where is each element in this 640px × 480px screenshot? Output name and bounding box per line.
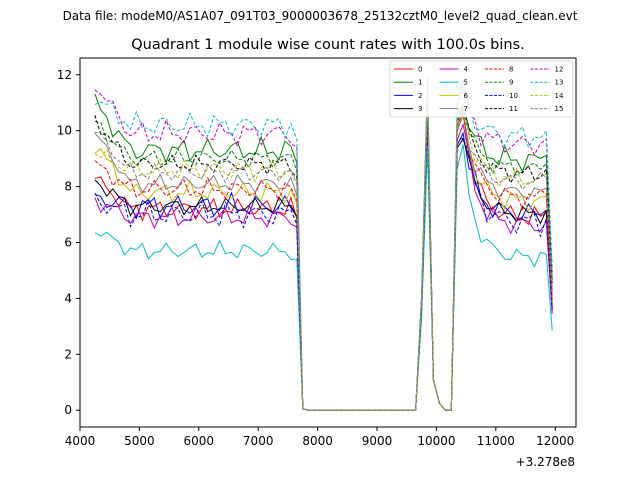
legend-label-6: 6 [464,92,469,100]
legend-label-9: 9 [509,79,513,87]
legend-label-4: 4 [464,66,469,74]
legend-label-0: 0 [418,66,422,74]
legend-label-14: 14 [555,92,564,100]
figure-suptitle: Data file: modeM0/AS1A07_091T03_90000036… [63,9,578,23]
series-line-1 [94,88,553,411]
series-line-10 [94,116,553,411]
y-tick-label-0: 0 [64,403,72,417]
legend-label-2: 2 [418,92,422,100]
series-line-13 [94,80,553,411]
series-line-5 [94,144,553,411]
y-tick-label-10: 10 [57,124,72,138]
plot-lines [94,77,553,411]
legend-label-12: 12 [555,66,564,74]
legend-label-8: 8 [509,66,513,74]
series-line-12 [94,77,553,411]
x-offset-label: +3.278e8 [516,455,575,469]
x-tick-label-4000: 4000 [65,434,96,448]
y-tick-label-2: 2 [64,347,72,361]
legend-label-10: 10 [509,92,518,100]
series-line-9 [94,94,553,411]
x-tick-label-5000: 5000 [124,434,155,448]
x-tick-label-10000: 10000 [417,434,455,448]
series-line-6 [94,108,553,411]
y-tick-label-4: 4 [64,291,72,305]
y-tick-label-8: 8 [64,180,72,194]
legend-label-7: 7 [464,105,468,113]
legend-label-11: 11 [509,105,518,113]
legend-label-3: 3 [418,105,422,113]
series-line-4 [94,116,553,411]
legend-label-1: 1 [418,79,422,87]
axes: 4000 5000 6000 7000 8000 9000 10000 11000 12000 0… [57,57,577,448]
x-tick-label-9000: 9000 [362,434,393,448]
series-line-3 [94,125,553,411]
x-tick-label-6000: 6000 [184,434,215,448]
legend-box [389,60,574,118]
series-line-8 [94,102,553,411]
legend-label-13: 13 [555,79,564,87]
series-line-14 [94,97,553,411]
legend-label-5: 5 [464,79,468,87]
x-tick-label-8000: 8000 [302,434,333,448]
y-tick-label-12: 12 [57,68,72,82]
legend-label-15: 15 [555,105,564,113]
x-tick-label-12000: 12000 [536,434,574,448]
series-line-15 [94,102,553,411]
chart-title: Quadrant 1 module wise count rates with … [131,37,525,53]
x-tick-label-11000: 11000 [477,434,515,448]
x-tick-label-7000: 7000 [243,434,274,448]
series-line-7 [94,105,553,411]
y-tick-label-6: 6 [64,236,72,250]
